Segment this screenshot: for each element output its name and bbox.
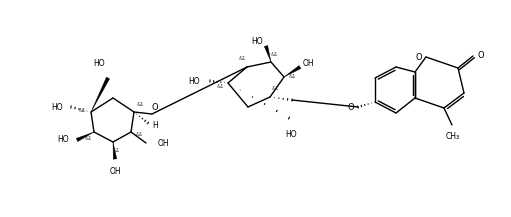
Text: O: O [478,51,484,59]
Text: O: O [347,104,354,112]
Text: CH₃: CH₃ [446,132,460,141]
Text: HO: HO [94,59,105,68]
Text: HO: HO [285,130,297,139]
Polygon shape [113,142,117,159]
Text: &1: &1 [112,148,120,153]
Text: &1: &1 [78,107,86,112]
Text: OH: OH [303,59,315,67]
Text: H: H [152,120,158,130]
Polygon shape [91,77,109,112]
Text: HO: HO [189,77,200,85]
Text: HO: HO [52,102,63,112]
Text: &1: &1 [288,74,296,79]
Text: OH: OH [109,167,121,176]
Text: &1: &1 [136,102,144,107]
Text: O: O [152,104,158,112]
Text: &1: &1 [270,51,278,56]
Polygon shape [76,132,94,141]
Text: &1: &1 [271,87,278,92]
Text: HO: HO [251,38,263,46]
Text: &1: &1 [135,132,143,136]
Text: &1: &1 [84,136,92,141]
Text: HO: HO [57,135,69,145]
Text: &1: &1 [238,56,246,61]
Text: OH: OH [158,138,170,148]
Text: O: O [415,54,422,62]
Polygon shape [264,46,271,62]
Polygon shape [284,66,301,77]
Text: &1: &1 [216,84,224,89]
